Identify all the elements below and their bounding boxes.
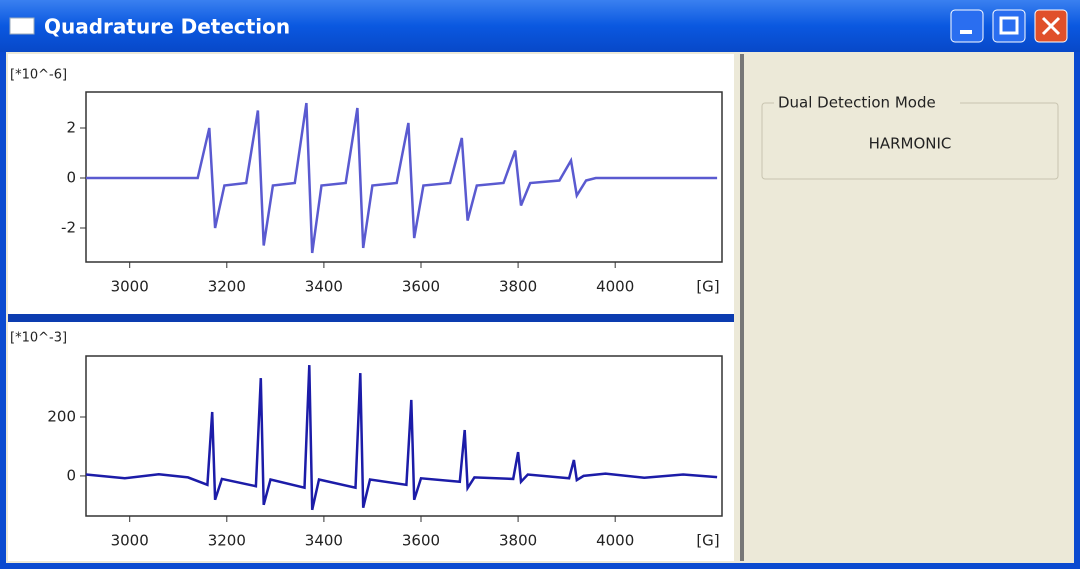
- x-tick-label: 3000: [111, 532, 149, 550]
- x-tick-label: 3800: [499, 278, 537, 296]
- mode-label: HARMONIC: [869, 135, 952, 153]
- x-tick-label: 3600: [402, 532, 440, 550]
- maximize-icon: [999, 16, 1019, 35]
- minimize-button[interactable]: [950, 9, 984, 43]
- x-tick-label: 3000: [111, 278, 149, 296]
- window-icon: [9, 17, 35, 35]
- x-tick-label: 3400: [305, 532, 343, 550]
- x-tick-label: 4000: [596, 278, 634, 296]
- close-icon: [1041, 16, 1061, 36]
- x-unit-label: [G]: [696, 532, 719, 550]
- signal-line: [86, 102, 718, 254]
- splitter[interactable]: [8, 314, 734, 322]
- y-tick-label: 2: [66, 119, 76, 137]
- plot-area: [85, 355, 723, 517]
- y-tick-label: 0: [66, 169, 76, 187]
- group-title: Dual Detection Mode: [778, 94, 936, 112]
- x-tick-label: 3600: [402, 278, 440, 296]
- maximize-button[interactable]: [992, 9, 1026, 43]
- x-tick-label: 3200: [208, 532, 246, 550]
- minimize-icon: [960, 30, 972, 34]
- window-title: Quadrature Detection: [44, 15, 290, 39]
- signal-line: [85, 365, 718, 511]
- charts: [*10^-6] [G] -2 0 2 3000 3200 3400 3600 3800 4000 […: [10, 68, 723, 550]
- x-tick-label: 3800: [499, 532, 537, 550]
- x-tick-label: 3200: [208, 278, 246, 296]
- pane-divider: [740, 54, 744, 561]
- x-tick-label: 3400: [305, 278, 343, 296]
- y-tick-label: 0: [66, 466, 76, 484]
- y-tick-label: -2: [61, 219, 76, 237]
- y-unit-label: [*10^-3]: [10, 331, 67, 346]
- x-unit-label: [G]: [696, 278, 719, 296]
- group-label-bg: [774, 94, 960, 112]
- y-tick-label: 200: [47, 407, 76, 425]
- x-tick-label: 4000: [596, 532, 634, 550]
- y-unit-label: [*10^-6]: [10, 68, 67, 83]
- title-bar: [0, 0, 1080, 52]
